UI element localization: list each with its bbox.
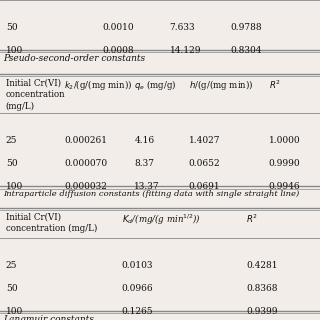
Text: 100: 100 — [6, 46, 23, 55]
Text: $R^2$: $R^2$ — [269, 78, 281, 91]
Text: 0.0652: 0.0652 — [189, 159, 220, 168]
Text: 0.000070: 0.000070 — [64, 159, 107, 168]
Text: concentration (mg/L): concentration (mg/L) — [6, 224, 97, 233]
Text: Pseudo-second-order constants: Pseudo-second-order constants — [3, 54, 145, 63]
Text: 7.633: 7.633 — [170, 23, 195, 32]
Text: $k_2$/(g/(mg min)): $k_2$/(g/(mg min)) — [64, 78, 132, 92]
Text: 100: 100 — [6, 182, 23, 191]
Text: 0.0103: 0.0103 — [122, 260, 153, 270]
Text: Initial Cr(VI): Initial Cr(VI) — [6, 212, 61, 221]
Text: 25: 25 — [6, 136, 17, 145]
Text: 0.0691: 0.0691 — [189, 182, 220, 191]
Text: (mg/L): (mg/L) — [6, 101, 35, 111]
Text: 0.8368: 0.8368 — [246, 284, 278, 293]
Text: 50: 50 — [6, 159, 17, 168]
Text: 0.9399: 0.9399 — [246, 307, 278, 316]
Text: 0.9788: 0.9788 — [230, 23, 262, 32]
Text: $K_d$/(mg/(g min$^{1/2}$)): $K_d$/(mg/(g min$^{1/2}$)) — [122, 212, 201, 227]
Text: $h$/(g/(mg min)): $h$/(g/(mg min)) — [189, 78, 253, 92]
Text: 0.1265: 0.1265 — [122, 307, 153, 316]
Text: 50: 50 — [6, 23, 17, 32]
Text: 1.4027: 1.4027 — [189, 136, 220, 145]
Text: 0.9946: 0.9946 — [269, 182, 300, 191]
Text: 13.37: 13.37 — [134, 182, 160, 191]
Text: Intraparticle diffusion constants (fitting data with single straight line): Intraparticle diffusion constants (fitti… — [3, 190, 300, 198]
Text: 0.0966: 0.0966 — [122, 284, 153, 293]
Text: 8.37: 8.37 — [134, 159, 155, 168]
Text: 0.000032: 0.000032 — [64, 182, 107, 191]
Text: $R^2$: $R^2$ — [246, 212, 258, 225]
Text: $q_e$ (mg/g): $q_e$ (mg/g) — [134, 78, 177, 92]
Text: 0.0010: 0.0010 — [102, 23, 134, 32]
Text: concentration: concentration — [6, 90, 65, 99]
Text: 100: 100 — [6, 307, 23, 316]
Text: 14.129: 14.129 — [170, 46, 201, 55]
Text: Initial Cr(VI): Initial Cr(VI) — [6, 78, 61, 87]
Text: 1.0000: 1.0000 — [269, 136, 300, 145]
Text: 4.16: 4.16 — [134, 136, 155, 145]
Text: 25: 25 — [6, 260, 17, 270]
Text: 0.4281: 0.4281 — [246, 260, 278, 270]
Text: 0.9990: 0.9990 — [269, 159, 300, 168]
Text: 0.8304: 0.8304 — [230, 46, 262, 55]
Text: Langmuir constants: Langmuir constants — [3, 315, 94, 320]
Text: 0.0008: 0.0008 — [102, 46, 134, 55]
Text: 50: 50 — [6, 284, 17, 293]
Text: 0.000261: 0.000261 — [64, 136, 107, 145]
